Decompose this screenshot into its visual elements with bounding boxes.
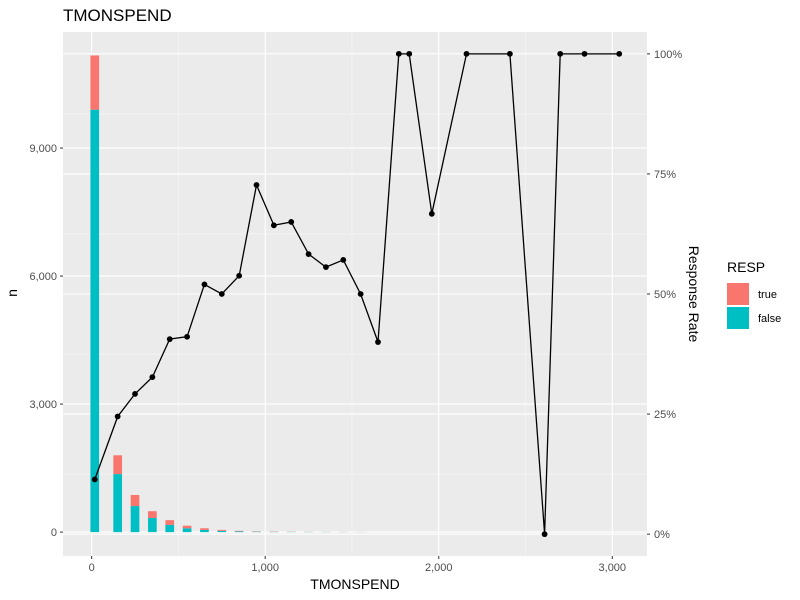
x-tick-label: 1,000 — [251, 562, 279, 574]
bar-true — [148, 511, 157, 519]
bar-false — [90, 109, 100, 533]
bar-true — [234, 530, 244, 532]
y-tick-label: 6,000 — [29, 271, 57, 283]
y2-tick-label: 0% — [654, 529, 670, 541]
y2-tick-label: 25% — [654, 409, 676, 421]
response-rate-point — [270, 222, 277, 229]
bar-true — [130, 494, 140, 507]
bar-false — [148, 518, 157, 533]
response-rate-point — [305, 251, 312, 258]
response-rate-point — [149, 374, 156, 380]
response-rate-point — [506, 50, 513, 57]
response-rate-point — [541, 531, 548, 538]
response-rate-point — [253, 182, 260, 188]
response-rate-point — [184, 333, 190, 340]
bar-true — [165, 520, 175, 525]
axes: 0 1,000 2,000 3,000 0 3,000 6,000 9,000 0% 25% 50%… — [29, 49, 682, 574]
y2-tick-label: 100% — [654, 49, 682, 61]
response-rate-point — [406, 50, 413, 57]
response-rate-point — [288, 219, 295, 225]
y2-tick-label: 50% — [654, 289, 676, 301]
response-rate-point — [375, 339, 381, 345]
y2-axis-label: Response Rate — [686, 246, 702, 343]
bar-false — [130, 506, 140, 533]
response-rate-line-layer — [91, 50, 623, 538]
response-rate-point — [428, 210, 435, 217]
response-rate-line — [94, 53, 620, 535]
y2-tick-label: 75% — [654, 169, 676, 181]
y-axis-label: n — [4, 289, 20, 297]
x-tick-label: 0 — [89, 562, 95, 574]
bar-series — [90, 55, 365, 533]
legend-key-true — [727, 283, 749, 305]
bar-false — [234, 531, 244, 533]
response-rate-point — [166, 336, 173, 343]
response-rate-point — [557, 50, 564, 57]
response-rate-point — [395, 50, 402, 57]
bar-true — [113, 455, 123, 475]
legend-title: RESP — [727, 259, 765, 275]
response-rate-point — [201, 281, 208, 288]
bar-true — [90, 55, 100, 110]
response-rate-point — [463, 50, 470, 57]
bar-true — [200, 528, 209, 530]
response-rate-point — [91, 476, 98, 483]
response-rate-point — [218, 291, 225, 297]
bar-false — [113, 474, 123, 533]
legend-label-false: false — [758, 313, 781, 325]
response-rate-point — [323, 264, 329, 271]
bar-true — [182, 525, 192, 529]
response-rate-point — [340, 256, 347, 263]
response-rate-point — [236, 272, 243, 279]
x-axis-label: TMONSPEND — [310, 576, 399, 592]
bar-true — [217, 529, 227, 531]
response-rate-point — [114, 413, 121, 420]
response-rate-point — [581, 50, 588, 57]
response-rate-point — [616, 50, 623, 57]
y-tick-label: 3,000 — [29, 399, 57, 411]
legend-label-true: true — [758, 289, 777, 301]
y-tick-label: 9,000 — [29, 143, 57, 155]
chart-title: TMONSPEND — [63, 6, 172, 25]
bar-false — [165, 524, 175, 533]
legend: RESP true false — [727, 259, 781, 329]
legend-key-false — [727, 307, 749, 329]
x-tick-label: 3,000 — [599, 562, 627, 574]
x-tick-label: 2,000 — [425, 562, 453, 574]
bar-false — [217, 530, 227, 533]
y-tick-label: 0 — [51, 527, 57, 539]
response-rate-point — [132, 391, 138, 397]
bar-false — [182, 528, 192, 533]
response-rate-point — [357, 291, 364, 297]
bar-false — [200, 529, 209, 533]
